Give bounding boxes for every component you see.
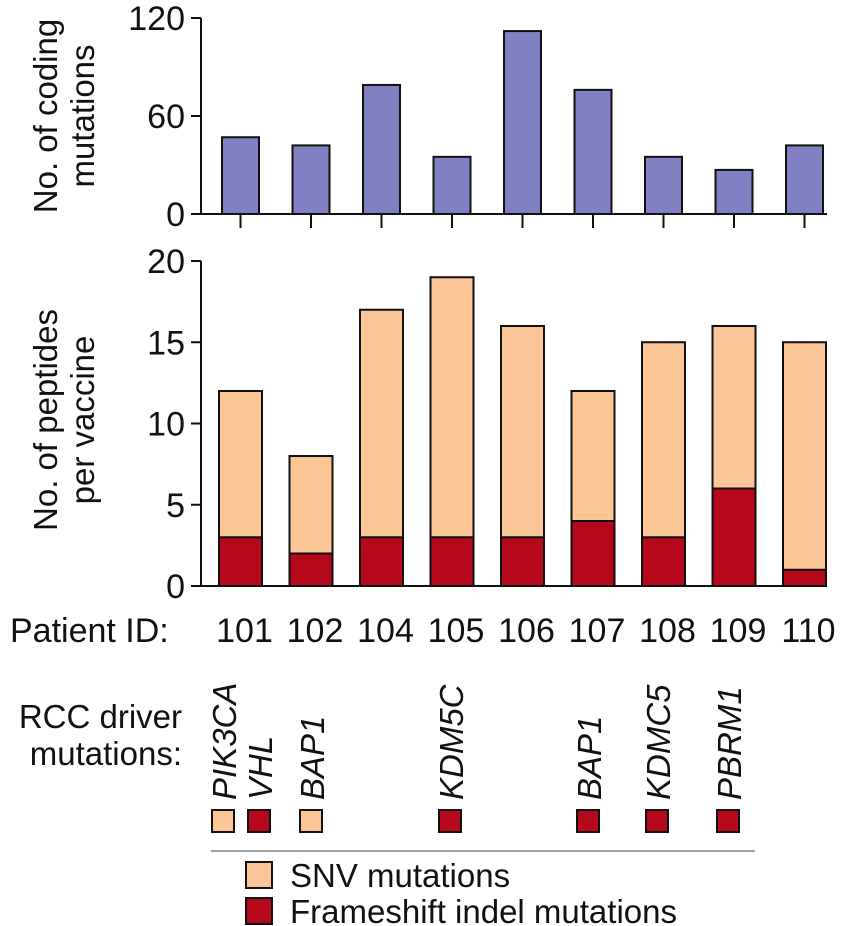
driver-gene-pik3ca: PIK3CA: [206, 683, 243, 800]
driver-marker: [299, 809, 323, 833]
patient-id-104: 104: [357, 612, 414, 650]
patient-id-109: 109: [710, 612, 767, 650]
peptide-bar-104-snv: [359, 308, 404, 539]
patient-id-106: 106: [498, 612, 555, 650]
peptides-y-axis-label-line: No. of peptides: [27, 309, 64, 531]
driver-marker: [438, 809, 462, 833]
coding-bar-110: [785, 144, 824, 215]
peptide-bar-106-frameshift: [500, 536, 545, 587]
rcc-driver-mutations: RCC driver mutations: PIK3CA VHL BAP1 KDM5C…: [19, 683, 748, 833]
peptide-bar-109-snv: [711, 325, 757, 490]
coding-y-tick-label: 120: [128, 0, 185, 38]
peptides-y-tick-label: 5: [166, 487, 185, 525]
coding-y-tick-label: 60: [147, 98, 185, 136]
legend-label: Frameshift indel mutations: [290, 893, 677, 926]
peptide-bar-110-snv: [782, 341, 827, 571]
patient-id-110: 110: [781, 612, 835, 650]
coding-y-tick-label: 0: [166, 196, 185, 234]
peptides-y-axis-label: No. of peptidesper vaccine: [27, 309, 101, 531]
coding-bar-107: [573, 88, 613, 215]
patient-id-101: 101: [216, 612, 273, 650]
coding-bar-102: [291, 144, 331, 215]
driver-marker: [645, 809, 669, 833]
peptides-y-tick-label: 20: [147, 243, 185, 281]
driver-gene-pbrm1: PBRM1: [711, 686, 748, 800]
patient-id-label: Patient ID:: [10, 612, 169, 650]
coding-mutations-chart: 0 60 120 No. of codingmutations: [27, 0, 827, 234]
driver-gene-vhl: VHL: [242, 736, 279, 800]
driver-gene-kdm5c: KDM5C: [433, 683, 470, 800]
patient-id-105: 105: [428, 612, 485, 650]
driver-marker: [247, 809, 271, 833]
coding-y-axis-label-line: mutations: [64, 44, 101, 187]
peptide-bar-101-frameshift: [218, 536, 263, 587]
driver-label-line-1: RCC driver: [19, 698, 182, 735]
peptide-bar-108-frameshift: [641, 536, 686, 587]
driver-marker: [576, 809, 600, 833]
coding-y-axis-label-line: No. of coding: [27, 19, 64, 213]
coding-y-axis-label: No. of codingmutations: [27, 19, 101, 213]
driver-marker: [211, 809, 235, 833]
peptide-bar-102-snv: [288, 455, 334, 555]
peptide-bar-101-snv: [218, 390, 263, 539]
peptides-y-tick-label: 10: [147, 406, 185, 444]
coding-bar-109: [714, 168, 754, 215]
peptide-bar-110-frameshift: [782, 568, 827, 587]
driver-marker: [716, 809, 740, 833]
peptides-y-axis-label-line: per vaccine: [64, 336, 101, 505]
peptide-bar-105-frameshift: [429, 536, 475, 587]
legend-swatch: [245, 861, 273, 889]
coding-bar-101: [221, 136, 260, 216]
peptide-bar-107-snv: [570, 390, 616, 522]
patient-id-row: Patient ID: 101 102 104 105 106 107 108 109 110: [10, 612, 836, 650]
driver-label-line-2: mutations:: [30, 735, 182, 772]
peptide-bar-108-snv: [641, 341, 686, 539]
peptides-y-tick-label: 15: [147, 324, 185, 362]
coding-bar-105: [432, 155, 472, 215]
peptide-bar-105-snv: [429, 276, 475, 539]
driver-gene-bap1: BAP1: [294, 716, 331, 800]
coding-bar-108: [644, 155, 683, 215]
driver-gene-kdmc5: KDMC5: [640, 684, 677, 800]
driver-gene-bap1: BAP1: [571, 716, 608, 800]
legend-swatch: [245, 897, 273, 925]
peptide-bar-109-frameshift: [711, 487, 757, 587]
peptide-bar-106-snv: [500, 325, 545, 539]
patient-id-102: 102: [287, 612, 344, 650]
coding-bar-106: [503, 30, 542, 215]
peptide-bar-107-frameshift: [570, 520, 616, 587]
peptide-bar-102-frameshift: [288, 552, 334, 587]
coding-bar-104: [362, 83, 401, 216]
peptides-y-tick-label: 0: [166, 568, 185, 606]
legend-label: SNV mutations: [290, 857, 510, 894]
patient-id-108: 108: [639, 612, 696, 650]
peptides-per-vaccine-chart: 0 5 10 15 20 No. of peptidesper vaccine: [27, 243, 827, 606]
patient-id-107: 107: [569, 612, 626, 650]
peptide-bar-104-frameshift: [359, 536, 404, 587]
